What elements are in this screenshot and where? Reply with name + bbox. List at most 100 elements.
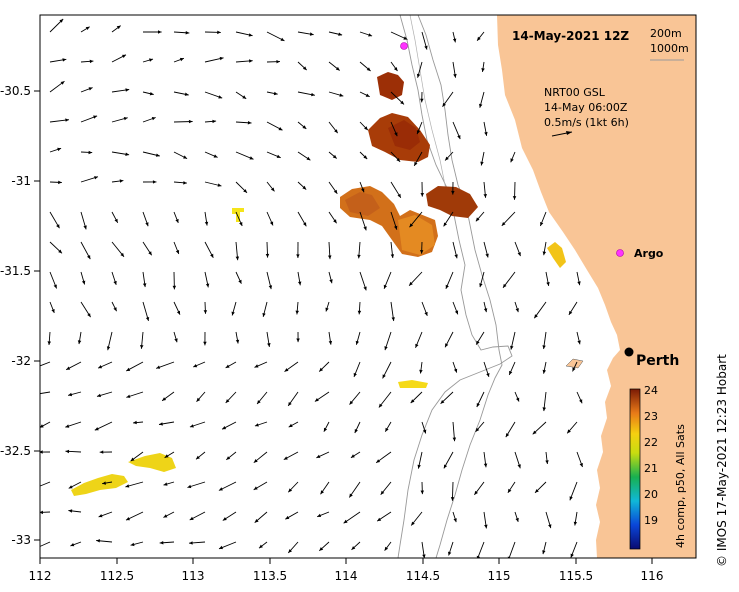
current-vector-head xyxy=(453,368,458,373)
current-vector-head xyxy=(420,98,424,103)
current-vector-head xyxy=(249,59,253,63)
current-vector-head xyxy=(484,131,488,136)
current-vector-head xyxy=(265,253,270,258)
current-vector-head xyxy=(126,367,131,371)
current-vector-head xyxy=(65,118,69,122)
current-vector-head xyxy=(70,543,75,547)
vector-scale-label: 0.5m/s (1kt 6h) xyxy=(544,116,629,129)
current-vector-head xyxy=(226,456,231,460)
current-vector-head xyxy=(33,393,37,396)
current-vector-head xyxy=(203,310,208,314)
current-vector-head xyxy=(113,307,117,312)
land-area xyxy=(497,15,696,558)
current-vector-head xyxy=(213,154,218,158)
current-vector-head xyxy=(396,158,401,162)
current-vector-head xyxy=(510,345,514,350)
current-vector-head xyxy=(535,489,539,493)
current-vector-head xyxy=(218,487,223,491)
current-vector-head xyxy=(475,427,480,432)
current-vector-head xyxy=(187,484,192,489)
current-vector-head xyxy=(545,460,549,464)
credit-text: © IMOS 17-May-2021 12:23 Hobart xyxy=(715,354,729,567)
y-tick: -32.5 xyxy=(0,444,40,458)
current-vector-head xyxy=(403,36,408,40)
current-vector-head xyxy=(59,19,64,23)
current-vector-head xyxy=(288,423,293,428)
current-vector-head xyxy=(568,310,573,315)
current-vector-head xyxy=(484,524,488,529)
current-vector-head xyxy=(122,54,126,58)
current-vector-head xyxy=(542,345,546,349)
current-vector-head xyxy=(66,366,71,370)
current-vector-head xyxy=(243,189,247,193)
current-vector-head xyxy=(400,100,404,105)
sst-patch-south xyxy=(398,380,428,388)
current-vector-head xyxy=(158,30,162,34)
current-vector-head xyxy=(419,369,423,374)
argo-marker[interactable] xyxy=(616,249,624,257)
current-vector-head xyxy=(481,68,485,72)
sst-patch-east xyxy=(426,186,478,218)
current-vector-head xyxy=(385,427,389,432)
x-tick-label: 115 xyxy=(488,569,511,583)
current-vector-head xyxy=(56,224,60,229)
sst-patch-sw2 xyxy=(128,453,176,472)
current-vector-head xyxy=(534,314,538,319)
current-vector-head xyxy=(125,484,130,488)
current-vector-head xyxy=(454,310,459,315)
current-vector-head xyxy=(149,92,154,96)
x-tick-label: 113.5 xyxy=(253,569,287,583)
sst-patch-coastal xyxy=(547,242,566,268)
current-vector-head xyxy=(540,222,544,226)
current-vector-head xyxy=(325,307,329,312)
current-vector-head xyxy=(391,317,395,321)
current-vector-head xyxy=(68,509,73,513)
current-vector-head xyxy=(285,515,290,520)
current-vector-head xyxy=(475,217,480,222)
current-vector-head xyxy=(273,91,278,96)
current-vector-head xyxy=(184,92,189,96)
current-vector-head xyxy=(443,222,447,227)
x-tick-label: 114 xyxy=(335,569,358,583)
current-vector-head xyxy=(302,66,307,71)
sst-patch-west xyxy=(232,208,244,222)
current-vector-head xyxy=(416,73,421,78)
current-vector-head xyxy=(422,554,426,558)
argo-marker[interactable] xyxy=(400,42,408,50)
current-vector-head xyxy=(85,26,90,30)
current-vector-head xyxy=(51,309,55,313)
y-tick: -33 xyxy=(11,533,40,547)
current-vector-head xyxy=(159,422,163,426)
current-vector-head xyxy=(411,521,415,526)
contour-500m xyxy=(409,15,447,191)
current-vector-head xyxy=(32,486,36,489)
current-vector-head xyxy=(384,546,389,551)
current-vector-head xyxy=(328,255,332,260)
current-vector-head xyxy=(162,397,167,401)
model-time: 14-May 06:00Z xyxy=(544,101,628,114)
current-vector-head xyxy=(483,463,488,468)
current-vector-head xyxy=(354,429,358,433)
current-vector-head xyxy=(332,154,337,159)
current-vector-head xyxy=(40,450,43,454)
y-tick: -32 xyxy=(11,354,40,368)
perth-marker[interactable] xyxy=(624,347,634,357)
current-vector-head xyxy=(32,366,36,369)
y-axis: -30.5 -31 -31.5 -32 -32.5 -33 xyxy=(0,84,40,547)
current-vector-head xyxy=(453,518,457,523)
current-vector-head xyxy=(238,279,242,284)
current-vector-head xyxy=(288,402,292,406)
current-vector-head xyxy=(319,367,323,372)
current-vector-head xyxy=(126,517,130,521)
y-tick: -30.5 xyxy=(0,84,40,98)
current-vector-head xyxy=(159,541,164,545)
current-vector-head xyxy=(477,36,481,41)
current-vector-head xyxy=(145,317,150,321)
y-tick-label: -31.5 xyxy=(0,264,31,278)
current-vector-head xyxy=(416,130,421,135)
x-tick-label: 113 xyxy=(182,569,205,583)
current-vector-head xyxy=(60,81,65,85)
current-vector-head xyxy=(175,250,180,254)
x-tick-label: 115.5 xyxy=(559,569,593,583)
current-vector-head xyxy=(368,33,373,37)
